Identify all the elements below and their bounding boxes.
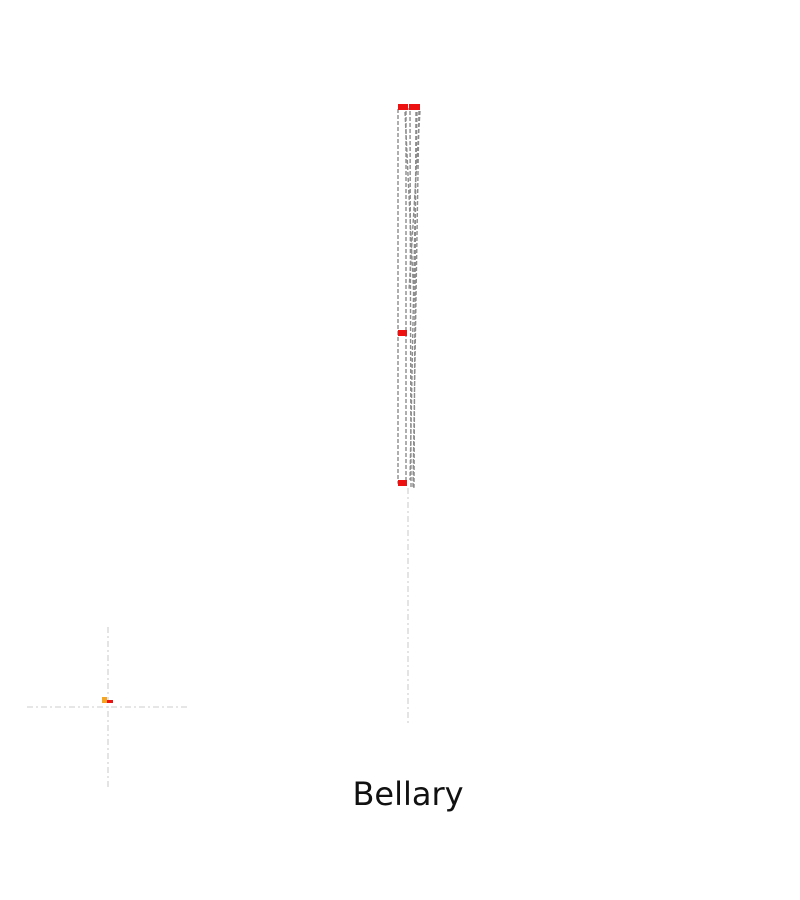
route-diagonal-a (404, 111, 415, 301)
route-paths (397, 106, 421, 488)
route-nodes (398, 104, 420, 486)
node-marker-bottom (398, 480, 407, 486)
origin-marker-icon (102, 697, 113, 703)
route-outline-left (397, 106, 407, 484)
node-marker-middle (398, 330, 407, 336)
route-diagonal-c (409, 111, 418, 481)
node-marker-top-left (398, 104, 408, 110)
locator-crosshair (27, 627, 188, 788)
node-marker-top-right (409, 104, 420, 110)
place-name-label: Bellary (352, 775, 464, 813)
